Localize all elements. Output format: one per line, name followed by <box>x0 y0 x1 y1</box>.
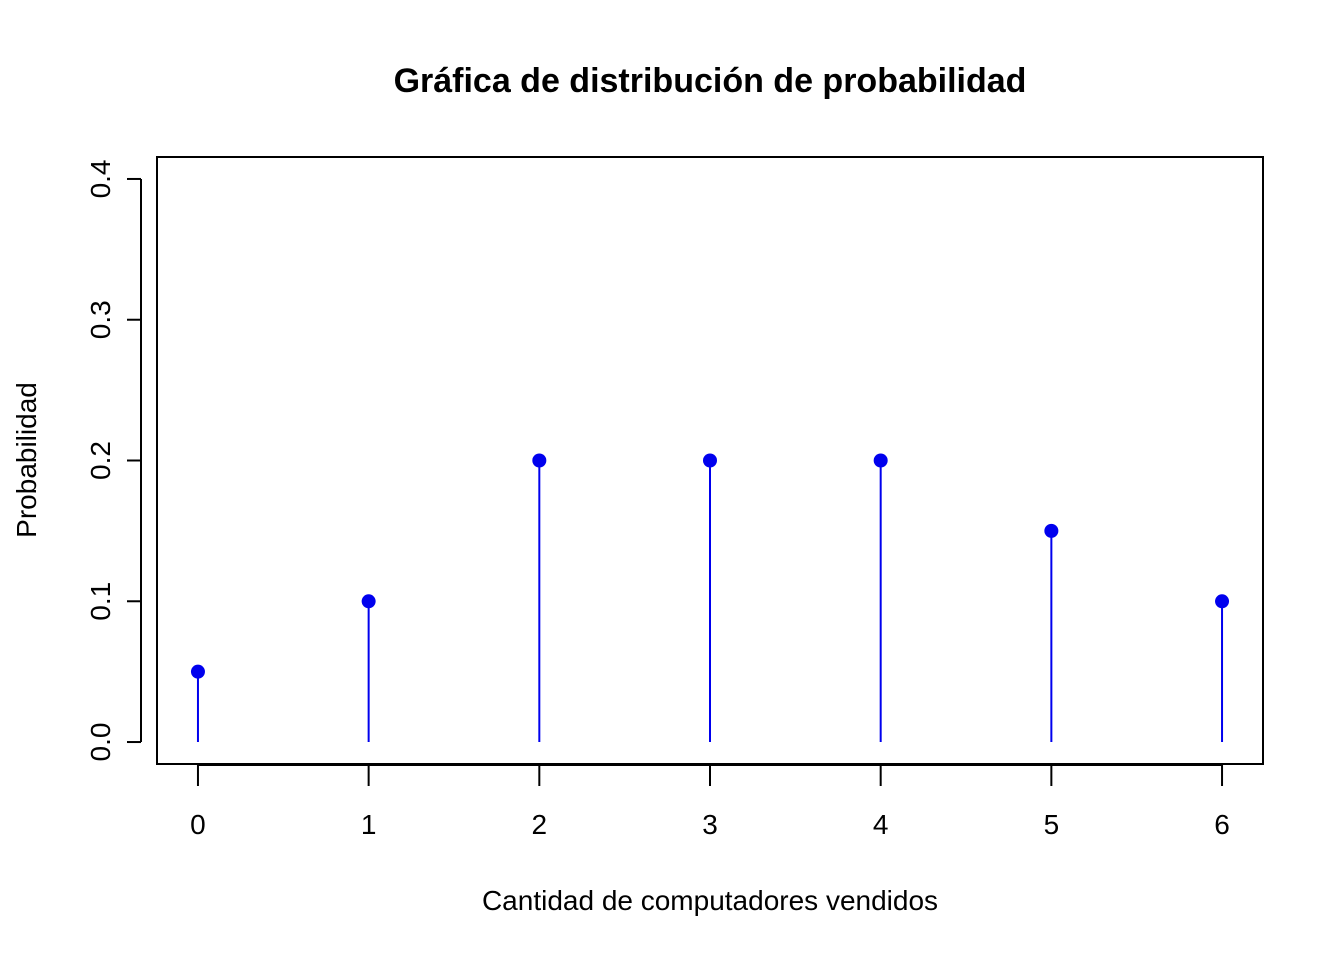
data-point <box>361 594 376 609</box>
y-tick-label: 0.0 <box>85 723 116 762</box>
x-axis-label: Cantidad de computadores vendidos <box>482 885 938 916</box>
x-axis: 0 1 2 3 4 5 6 <box>190 764 1230 840</box>
data-point <box>1044 523 1059 538</box>
y-tick-label: 0.1 <box>85 582 116 621</box>
point-series <box>190 453 1230 679</box>
y-tick-label: 0.3 <box>85 300 116 339</box>
y-tick-label: 0.2 <box>85 441 116 480</box>
y-axis: 0.0 0.1 0.2 0.3 0.4 <box>85 159 142 762</box>
y-axis-label: Probabilidad <box>11 382 42 538</box>
x-tick-label: 4 <box>873 809 889 840</box>
data-point <box>190 664 205 679</box>
x-tick-label: 5 <box>1044 809 1060 840</box>
chart-title: Gráfica de distribución de probabilidad <box>394 62 1027 100</box>
x-tick-label: 3 <box>702 809 718 840</box>
data-point <box>873 453 888 468</box>
x-tick-label: 0 <box>190 809 206 840</box>
stem-series <box>196 460 1224 743</box>
data-point <box>532 453 547 468</box>
data-point <box>1215 594 1230 609</box>
x-tick-label: 1 <box>361 809 377 840</box>
x-tick-label: 6 <box>1214 809 1230 840</box>
data-point <box>703 453 717 468</box>
x-tick-label: 2 <box>532 809 548 840</box>
y-tick-label: 0.4 <box>85 159 116 198</box>
